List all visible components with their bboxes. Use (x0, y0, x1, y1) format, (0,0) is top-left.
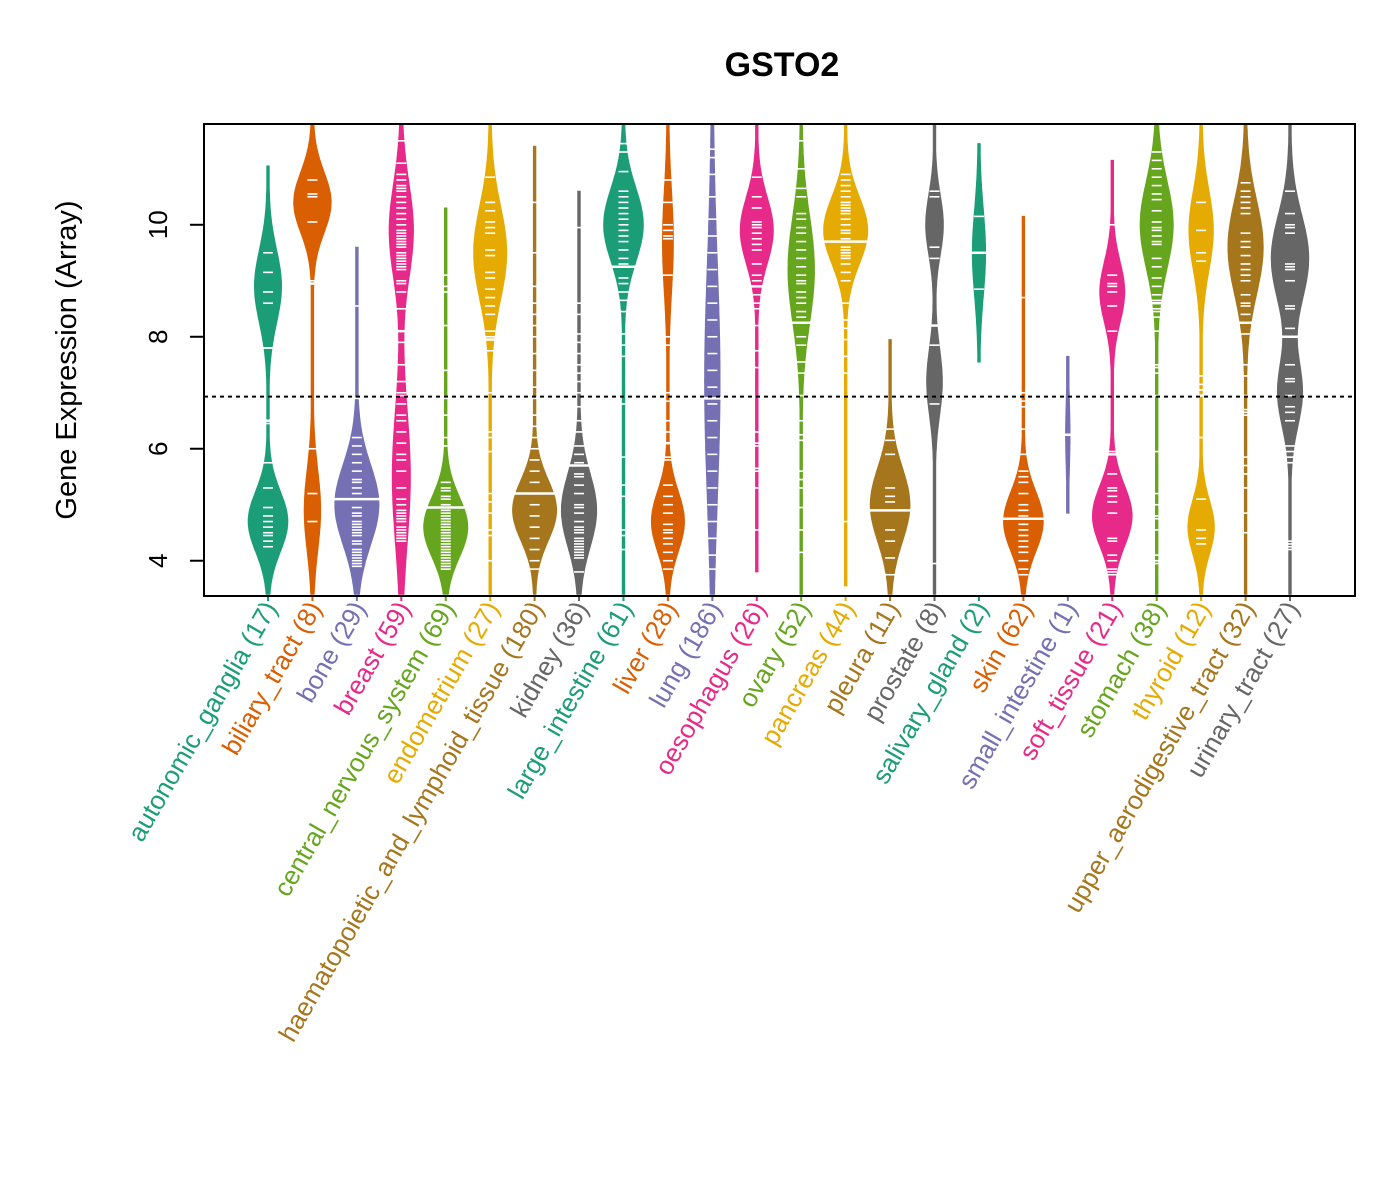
violin-biliary-tract (293, 123, 332, 601)
violin-kidney (560, 190, 598, 601)
y-axis-label: Gene Expression (Array) (51, 200, 83, 519)
violin-pleura (869, 339, 911, 601)
violin-body (1187, 123, 1215, 595)
violin-skin (1002, 215, 1045, 601)
violin-urinary-tract (1270, 123, 1310, 601)
y-tick-label: 6 (143, 442, 173, 456)
violin-upper-aerodigestive-tract (1227, 123, 1264, 601)
violin-body (247, 165, 289, 595)
violin-lung (703, 123, 721, 601)
violin-large-intestine (603, 123, 644, 601)
y-axis: 4 6 8 10 (143, 210, 204, 568)
violin-body (423, 207, 469, 595)
violins-group (247, 123, 1310, 601)
violin-body (704, 123, 721, 595)
violin-breast (388, 123, 414, 601)
y-tick-label: 4 (143, 553, 173, 567)
violin-small-intestine (1062, 355, 1073, 601)
violin-body (388, 123, 414, 595)
violin-liver (650, 123, 685, 601)
violin-autonomic-ganglia (247, 165, 289, 601)
violin-body (1227, 123, 1264, 595)
violin-oesophagus (739, 123, 774, 601)
plot-frame (203, 123, 1356, 597)
x-axis-labels: autonomic_ganglia (17)biliary_tract (8)b… (121, 596, 1305, 1047)
violin-body (869, 339, 911, 595)
violin-stomach (1139, 123, 1174, 601)
violin-body (334, 246, 380, 595)
violin-body (787, 123, 815, 595)
violin-endometrium (473, 123, 508, 601)
violin-ovary (787, 123, 815, 601)
y-tick-label: 10 (143, 210, 173, 239)
violin-body (603, 123, 644, 595)
violin-bone (334, 246, 380, 601)
violin-body (1270, 123, 1310, 595)
violin-body (823, 123, 869, 587)
violin-body (1003, 215, 1044, 595)
violin-soft-tissue (1092, 159, 1133, 601)
violin-prostate (925, 123, 944, 601)
violin-body (925, 123, 944, 595)
violin-pancreas (823, 123, 869, 601)
violin-central-nervous-system (423, 207, 469, 601)
y-tick-label: 8 (143, 330, 173, 344)
violin-haematopoietic-and-lymphoid-tissue (512, 145, 558, 601)
chart-title: GSTO2 (725, 46, 840, 84)
violin-body (473, 123, 508, 595)
violin-thyroid (1187, 123, 1215, 601)
violin-body (739, 123, 774, 573)
violin-salivary-gland (971, 143, 987, 601)
